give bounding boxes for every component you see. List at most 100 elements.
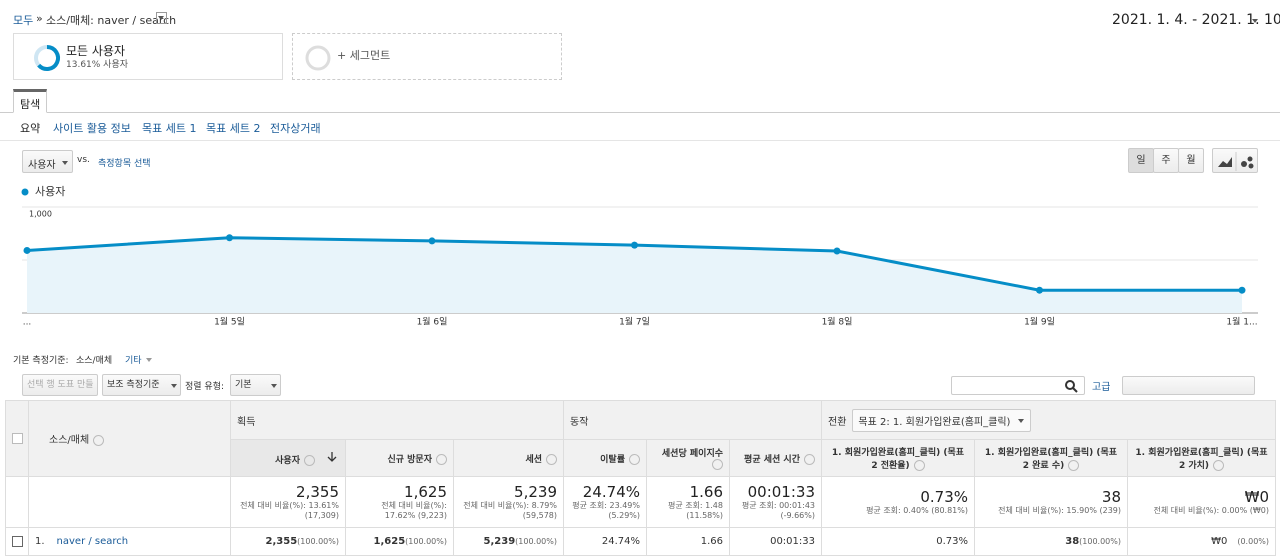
segment-add-label[interactable]: + 세그먼트 xyxy=(337,49,391,62)
tab[interactable] xyxy=(13,89,47,113)
total-value: 00:01:33 xyxy=(747,483,815,501)
column-label: 이탈률 xyxy=(600,454,625,465)
date-range[interactable]: 2021. 1. 4. - 2021. 1. 10. xyxy=(1112,12,1280,28)
total-value: 1,625 xyxy=(404,483,447,501)
cell-value: 2,355 xyxy=(265,536,298,547)
point xyxy=(23,246,31,254)
legend-marker xyxy=(21,188,29,196)
caret xyxy=(158,16,164,20)
advanced-link[interactable]: 고급 xyxy=(1092,382,1111,393)
subtab[interactable]: 전자상거래 xyxy=(270,122,321,135)
subtab[interactable]: 목표 세트 2 xyxy=(206,122,261,135)
column-header[interactable]: 세션당 페이지수 xyxy=(646,439,730,477)
column-label: 1. 회원가입완료(홈피_클릭) (목표 2 완료 수) xyxy=(984,448,1118,471)
chart-type-buttons[interactable] xyxy=(1212,148,1258,173)
data-row: 1. naver / search 2,355(100.00%) 1,625(100.… xyxy=(5,527,1276,556)
column-row: 사용자 신규 방문자 세션 이탈률 세션당 페이지수 평균 세션 시간 1. 회원가입완료(… xyxy=(6,439,1276,477)
toolbar-button[interactable]: 기본 xyxy=(230,374,281,396)
total-cell: 5,239 전체 대비 비율(%): 8.79% (59,578) xyxy=(453,476,564,528)
metric-select[interactable] xyxy=(22,150,73,173)
data-cell: ₩0 (0.00%) xyxy=(1127,527,1276,556)
breadcrumb-separator: » xyxy=(36,12,43,25)
dimension-primary: 소스/매체 xyxy=(76,356,113,366)
help-icon xyxy=(804,453,815,465)
cell-value: 0.73% xyxy=(936,536,968,547)
column-header[interactable]: 1. 회원가입완료(홈피_클릭) (목표 2 가치) xyxy=(1127,439,1276,477)
dimension-label: 기본 측정기준: xyxy=(13,356,69,366)
help-icon xyxy=(546,453,557,465)
total-value: 0.73% xyxy=(920,488,968,506)
granularity-label: 월 xyxy=(1186,155,1196,166)
column-header[interactable]: 평균 세션 시간 xyxy=(729,439,822,477)
total-note: 전체 대비 비율(%): 0.00% (₩0) xyxy=(1153,506,1269,515)
granularity-button[interactable]: 일 xyxy=(1128,148,1154,173)
cell-value: 38 xyxy=(1065,536,1080,547)
help-icon xyxy=(1213,460,1225,471)
total-value: ₩0 xyxy=(1244,488,1269,506)
granularity-label: 주 xyxy=(1161,155,1171,166)
cell-value: 24.74% xyxy=(601,536,640,547)
segment-add[interactable] xyxy=(292,33,562,80)
subtab[interactable]: 목표 세트 1 xyxy=(142,122,197,135)
toolbar-button[interactable]: 선택 행 도표 만들기 xyxy=(22,374,98,396)
column-label: 1. 회원가입완료(홈피_클릭) (목표 2 가치) xyxy=(1135,448,1268,471)
column-header[interactable]: 세션 xyxy=(453,439,564,477)
empty-cell xyxy=(28,476,231,528)
dimension-other[interactable]: 기타 xyxy=(125,356,142,366)
toolbar-label: 선택 행 도표 만들기 xyxy=(27,380,94,390)
toolbar-button[interactable]: 보조 측정기준 xyxy=(102,374,181,396)
column-header[interactable]: 1. 회원가입완료(홈피_클릭) (목표 2 완료 수) xyxy=(974,439,1128,477)
help-icon xyxy=(304,454,315,466)
toolbar-label: 기본 xyxy=(235,380,252,390)
data-table: 소스/매체 획득 동작 전환 목표 2: 1. 회원가입완료(홈피_클릭) 사용자 신규 방… xyxy=(5,400,1276,556)
column-label: 사용자 xyxy=(275,455,300,466)
caret xyxy=(271,384,277,388)
checkbox[interactable] xyxy=(12,536,23,547)
breadcrumb-path: 소스/매체: naver / search xyxy=(46,14,177,27)
column-label: 1. 회원가입완료(홈피_클릭) (목표 2 전환율) xyxy=(831,448,965,471)
x-tick-label: 1월 9일 xyxy=(1024,316,1055,328)
help-icon xyxy=(93,434,105,446)
cell-share: (100.00%) xyxy=(1079,537,1121,546)
granularity-button[interactable]: 월 xyxy=(1178,148,1204,173)
cell-share: (100.00%) xyxy=(405,537,447,546)
data-cell: 38(100.00%) xyxy=(974,527,1128,556)
group-label: 전환 xyxy=(828,416,847,428)
total-cell: ₩0 전체 대비 비율(%): 0.00% (₩0) xyxy=(1127,476,1276,528)
row-name[interactable]: naver / search xyxy=(56,536,129,547)
x-tick-label: 1월 5일 xyxy=(214,316,245,328)
legend-label: 사용자 xyxy=(35,185,65,198)
segment-donut xyxy=(305,45,331,71)
segment-card[interactable] xyxy=(13,33,283,80)
data-cell: 24.74% xyxy=(563,527,647,556)
goal-select[interactable]: 목표 2: 1. 회원가입완료(홈피_클릭) xyxy=(852,408,1032,432)
total-cell: 0.73% 평균 조회: 0.40% (80.81%) xyxy=(821,476,975,528)
column-header[interactable]: 1. 회원가입완료(홈피_클릭) (목표 2 전환율) xyxy=(821,439,975,477)
view-buttons[interactable] xyxy=(1122,376,1255,395)
cell-value: 1.66 xyxy=(700,536,723,547)
subtab[interactable]: 사이트 활용 정보 xyxy=(53,122,131,135)
column-header[interactable]: 사용자 xyxy=(230,439,346,477)
column-header[interactable]: 이탈률 xyxy=(563,439,647,477)
area-fill xyxy=(27,237,1242,313)
breadcrumb-dropdown[interactable] xyxy=(156,12,167,24)
checkbox[interactable] xyxy=(12,433,23,444)
total-cell: 00:01:33 평균 조회: 00:01:43 (-9.66%) xyxy=(729,476,822,528)
cell-value: 1,625 xyxy=(373,536,406,547)
total-value: 1.66 xyxy=(689,483,723,501)
column-label: 세션 xyxy=(525,454,542,465)
breadcrumb-root[interactable]: 모두 xyxy=(13,14,34,27)
subtab[interactable]: 요약 xyxy=(20,122,41,135)
total-note: 평균 조회: 23.49% (5.29%) xyxy=(572,501,640,520)
compare-link[interactable]: 측정항목 선택 xyxy=(98,159,151,169)
search-box[interactable] xyxy=(951,376,1085,395)
tab-label[interactable]: 탐색 xyxy=(20,98,41,111)
section-rule xyxy=(0,140,1280,141)
data-cell: 0.73% xyxy=(821,527,975,556)
column-header[interactable]: 신규 방문자 xyxy=(345,439,454,477)
tab-rule xyxy=(0,112,1280,113)
segment-name: 모든 사용자 xyxy=(66,44,126,58)
granularity-button[interactable]: 주 xyxy=(1153,148,1179,173)
